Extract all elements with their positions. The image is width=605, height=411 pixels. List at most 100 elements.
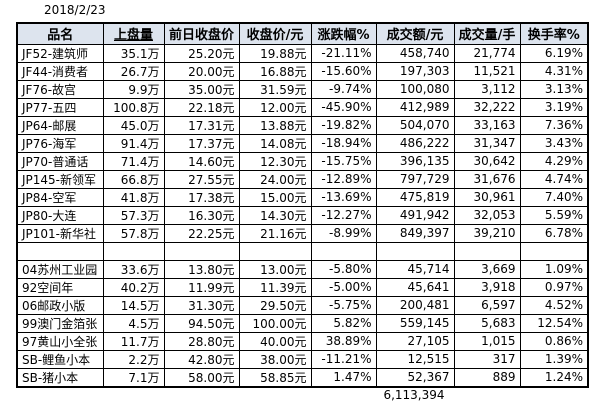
cell-volume[interactable]: 7.1万 (102, 367, 165, 387)
cell-turnover-rate[interactable]: 7.36% (519, 115, 589, 135)
cell-volume[interactable]: 11.7万 (102, 331, 165, 351)
cell-name[interactable]: JP70-普通话 (16, 151, 104, 171)
cell-turnover-rate[interactable]: 3.43% (519, 133, 589, 153)
cell-change-pct[interactable]: 38.89% (310, 331, 377, 351)
cell-prev-close[interactable]: 35.00元 (163, 79, 240, 99)
cell-change-pct[interactable]: -13.69% (310, 187, 377, 207)
cell-volume[interactable]: 45.0万 (102, 115, 165, 135)
cell-turnover-amount[interactable]: 52,367 (375, 367, 455, 387)
cell-name[interactable]: JP80-大连 (16, 205, 104, 225)
cell-close[interactable]: 11.39元 (238, 277, 312, 297)
cell-turnover-lots[interactable]: 21,774 (453, 43, 521, 63)
cell-turnover-amount[interactable]: 100,080 (375, 79, 455, 99)
cell-turnover-rate[interactable]: 6.19% (519, 43, 589, 63)
cell-turnover-lots[interactable]: 6,597 (453, 295, 521, 315)
cell-name[interactable]: 04苏州工业园 (16, 259, 104, 279)
cell-close[interactable]: 12.00元 (238, 97, 312, 117)
cell-volume[interactable]: 9.9万 (102, 79, 165, 99)
cell-close[interactable] (238, 241, 312, 261)
cell-prev-close[interactable]: 94.50元 (163, 313, 240, 333)
cell-turnover-lots[interactable]: 11,521 (453, 61, 521, 81)
cell-volume[interactable]: 33.6万 (102, 259, 165, 279)
cell-turnover-lots[interactable]: 889 (453, 367, 521, 387)
cell-prev-close[interactable]: 25.20元 (163, 43, 240, 63)
cell-turnover-rate[interactable]: 4.29% (519, 151, 589, 171)
cell-turnover-lots[interactable]: 32,053 (453, 205, 521, 225)
cell-name[interactable]: JP76-海军 (16, 133, 104, 153)
cell-turnover-lots[interactable] (453, 241, 521, 261)
column-header-volume[interactable]: 上盘量 (102, 22, 165, 45)
cell-turnover-rate[interactable]: 4.52% (519, 295, 589, 315)
cell-change-pct[interactable]: -5.75% (310, 295, 377, 315)
cell-turnover-lots[interactable]: 39,210 (453, 223, 521, 243)
cell-prev-close[interactable]: 13.80元 (163, 259, 240, 279)
cell-turnover-rate[interactable]: 0.97% (519, 277, 589, 297)
cell-turnover-lots[interactable]: 3,112 (453, 79, 521, 99)
cell-turnover-rate[interactable]: 1.39% (519, 349, 589, 369)
column-header-turnover-rate[interactable]: 换手率% (519, 22, 589, 45)
cell-prev-close[interactable]: 22.18元 (163, 97, 240, 117)
column-header-turnover-amount[interactable]: 成交额/元 (375, 22, 455, 45)
cell-volume[interactable]: 57.3万 (102, 205, 165, 225)
turnover-grand-total[interactable]: 6,113,394 (383, 388, 445, 402)
cell-volume[interactable]: 40.2万 (102, 277, 165, 297)
cell-name[interactable]: JF52-建筑师 (16, 43, 104, 63)
cell-name[interactable]: SB-猪小本 (16, 367, 104, 387)
cell-turnover-amount[interactable]: 504,070 (375, 115, 455, 135)
cell-name[interactable]: 92空间年 (16, 277, 104, 297)
cell-prev-close[interactable]: 22.25元 (163, 223, 240, 243)
cell-turnover-amount[interactable]: 197,303 (375, 61, 455, 81)
cell-volume[interactable]: 41.8万 (102, 187, 165, 207)
cell-close[interactable]: 13.00元 (238, 259, 312, 279)
cell-close[interactable]: 58.85元 (238, 367, 312, 387)
cell-change-pct[interactable]: -15.60% (310, 61, 377, 81)
cell-name[interactable]: JF76-故宫 (16, 79, 104, 99)
cell-change-pct[interactable]: -8.99% (310, 223, 377, 243)
cell-close[interactable]: 29.50元 (238, 295, 312, 315)
cell-close[interactable]: 19.88元 (238, 43, 312, 63)
cell-turnover-rate[interactable] (519, 241, 589, 261)
cell-turnover-rate[interactable]: 4.31% (519, 61, 589, 81)
cell-turnover-rate[interactable]: 1.24% (519, 367, 589, 387)
cell-turnover-lots[interactable]: 32,222 (453, 97, 521, 117)
cell-volume[interactable]: 57.8万 (102, 223, 165, 243)
cell-close[interactable]: 21.16元 (238, 223, 312, 243)
cell-close[interactable]: 12.30元 (238, 151, 312, 171)
cell-name[interactable]: JF44-消费者 (16, 61, 104, 81)
cell-name[interactable]: JP84-空军 (16, 187, 104, 207)
date-cell[interactable]: 2018/2/23 (44, 3, 106, 17)
cell-volume[interactable]: 91.4万 (102, 133, 165, 153)
cell-turnover-rate[interactable]: 3.13% (519, 79, 589, 99)
cell-turnover-rate[interactable]: 5.59% (519, 205, 589, 225)
cell-change-pct[interactable]: -5.80% (310, 259, 377, 279)
cell-name[interactable]: 97黄山小全张 (16, 331, 104, 351)
cell-close[interactable]: 13.88元 (238, 115, 312, 135)
cell-prev-close[interactable]: 14.60元 (163, 151, 240, 171)
cell-turnover-rate[interactable]: 1.09% (519, 259, 589, 279)
cell-volume[interactable]: 14.5万 (102, 295, 165, 315)
cell-name[interactable]: 06邮政小版 (16, 295, 104, 315)
cell-turnover-lots[interactable]: 33,163 (453, 115, 521, 135)
cell-prev-close[interactable]: 17.31元 (163, 115, 240, 135)
column-header-change-pct[interactable]: 涨跌幅% (310, 22, 377, 45)
cell-turnover-amount[interactable]: 491,942 (375, 205, 455, 225)
cell-prev-close[interactable]: 27.55元 (163, 169, 240, 189)
cell-turnover-amount[interactable]: 559,145 (375, 313, 455, 333)
cell-turnover-lots[interactable]: 3,669 (453, 259, 521, 279)
cell-prev-close[interactable]: 17.38元 (163, 187, 240, 207)
cell-name[interactable]: JP101-新华社 (16, 223, 104, 243)
column-header-name[interactable]: 品名 (16, 22, 104, 45)
cell-close[interactable]: 14.30元 (238, 205, 312, 225)
cell-name[interactable]: JP145-新领军 (16, 169, 104, 189)
cell-change-pct[interactable]: -12.27% (310, 205, 377, 225)
cell-volume[interactable]: 35.1万 (102, 43, 165, 63)
cell-name[interactable]: JP64-邮展 (16, 115, 104, 135)
cell-turnover-amount[interactable]: 475,819 (375, 187, 455, 207)
cell-turnover-amount[interactable]: 486,222 (375, 133, 455, 153)
cell-turnover-lots[interactable]: 30,961 (453, 187, 521, 207)
cell-change-pct[interactable]: -19.82% (310, 115, 377, 135)
cell-turnover-amount[interactable] (375, 241, 455, 261)
cell-change-pct[interactable]: -12.89% (310, 169, 377, 189)
cell-prev-close[interactable]: 17.37元 (163, 133, 240, 153)
column-header-close[interactable]: 收盘价/元 (238, 22, 312, 45)
